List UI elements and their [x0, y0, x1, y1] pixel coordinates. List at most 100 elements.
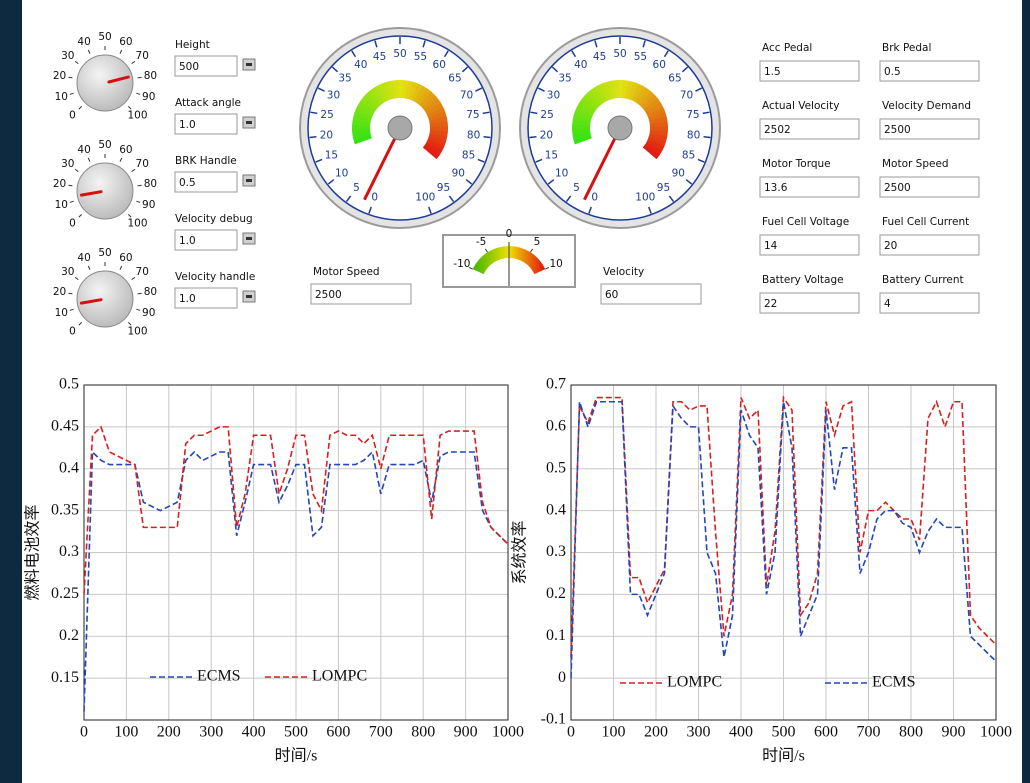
y-tick-label: 0.2	[59, 627, 79, 644]
knob-tick-label: 40	[77, 36, 90, 48]
gauge-tick-label: 25	[540, 109, 553, 121]
knob-tick-label: 90	[142, 91, 155, 103]
x-tick-label: 200	[644, 724, 668, 741]
field-label: Battery Voltage	[762, 274, 844, 286]
field-box[interactable]	[759, 118, 860, 140]
field-label: Attack angle	[175, 97, 241, 109]
knob-tick	[136, 308, 141, 311]
knob-tick	[74, 60, 79, 65]
gauge-band	[573, 135, 592, 145]
field-box[interactable]	[759, 234, 860, 256]
knob-tick	[87, 49, 91, 54]
knob-tick	[136, 92, 141, 95]
knob-tick-label: 50	[98, 247, 111, 259]
x-axis-label: 时间/s	[762, 747, 805, 765]
gauge-tick	[331, 66, 339, 73]
gauge-band	[636, 88, 652, 106]
knob-tick	[137, 184, 142, 187]
field-label: Height	[175, 39, 210, 51]
knob[interactable]	[76, 54, 134, 112]
gauge-tick	[443, 50, 449, 58]
knob-tick-label: 60	[119, 144, 132, 156]
field-box[interactable]	[759, 176, 860, 198]
gauge-band	[353, 135, 372, 145]
field-box[interactable]	[879, 118, 980, 140]
gauge-band	[405, 80, 414, 100]
y-tick-label: 0.4	[59, 459, 79, 476]
gauge-band	[416, 88, 432, 106]
knob-tick-label: 90	[142, 307, 155, 319]
field-box[interactable]	[759, 60, 860, 82]
gauge-band	[422, 144, 440, 160]
gauge-band	[383, 81, 393, 100]
gauge-band	[370, 87, 385, 105]
gauge-tick-label: 25	[320, 109, 333, 121]
series-line	[83, 425, 509, 595]
field-box[interactable]	[174, 113, 238, 135]
x-tick-label: 100	[114, 724, 138, 741]
knob[interactable]	[76, 270, 134, 328]
gauge-tick-label: 90	[452, 168, 465, 180]
x-tick-label: 700	[369, 724, 393, 741]
field-box[interactable]	[879, 60, 980, 82]
knob-tick-label: 0	[69, 218, 76, 230]
gauge-needle	[583, 127, 622, 201]
gauge-tick-label: 5	[353, 182, 360, 194]
field-box[interactable]	[879, 176, 980, 198]
y-tick-label: 0.35	[51, 501, 79, 518]
gauge-tick-label: 75	[686, 109, 699, 121]
gauge-band	[429, 130, 448, 137]
gauge-tick	[571, 50, 577, 58]
meter-tick-label: -10	[453, 258, 470, 270]
field-box[interactable]	[174, 287, 238, 309]
gauge-band	[429, 121, 448, 128]
y-tick-label: 0.5	[59, 376, 79, 393]
knob[interactable]	[76, 162, 134, 220]
legend-label: LOMPC	[667, 674, 722, 691]
field-label: Motor Speed	[313, 266, 380, 278]
field-value: 500	[179, 61, 199, 73]
gauge-tick	[448, 195, 455, 203]
gauge-tick-label: 60	[433, 59, 446, 71]
field-box[interactable]	[600, 283, 702, 305]
gauge-tick-label: 85	[682, 150, 695, 162]
knob-tick-label: 30	[61, 158, 74, 170]
field-box[interactable]	[879, 234, 980, 256]
gauge-band	[428, 111, 447, 121]
gauge-band	[393, 80, 400, 99]
knob-tick-label: 80	[144, 286, 157, 298]
series-line	[570, 395, 997, 658]
gauge-tick	[535, 158, 543, 163]
gauge-tick	[475, 87, 483, 92]
field-box[interactable]	[759, 292, 860, 314]
knob-tick-label: 20	[53, 178, 66, 190]
knob-tick	[78, 105, 83, 110]
gauge-tick	[530, 111, 538, 115]
gauge-tick-label: 10	[555, 168, 568, 180]
gauge-tick-label: 70	[680, 90, 693, 102]
field-box[interactable]	[174, 171, 238, 193]
gauge-tick-label: 100	[635, 192, 655, 204]
gauge-tick-label: 20	[320, 130, 333, 142]
gauge-tick	[648, 206, 652, 214]
gauge-tick	[547, 179, 555, 185]
field-value: 1.0	[179, 119, 196, 131]
field-box[interactable]	[174, 229, 238, 251]
knob-tick	[69, 92, 74, 95]
meter-tick	[530, 248, 534, 253]
gauge-band	[572, 128, 591, 135]
field-value: 0.5	[179, 177, 196, 189]
field-box[interactable]	[310, 283, 412, 305]
gauge-tick	[537, 87, 545, 92]
field-box[interactable]	[174, 55, 238, 77]
field-box[interactable]	[879, 292, 980, 314]
gauge-tick-label: 40	[354, 59, 367, 71]
gauge-band	[427, 136, 447, 147]
y-tick-label: 0.3	[546, 543, 566, 560]
gauge-tick	[483, 136, 491, 139]
gauge-band	[352, 124, 371, 130]
gauge-band	[363, 93, 380, 109]
gauge-tick-label: 30	[547, 90, 560, 102]
gauge-tick-label: 40	[574, 59, 587, 71]
gauge-band	[352, 119, 371, 126]
